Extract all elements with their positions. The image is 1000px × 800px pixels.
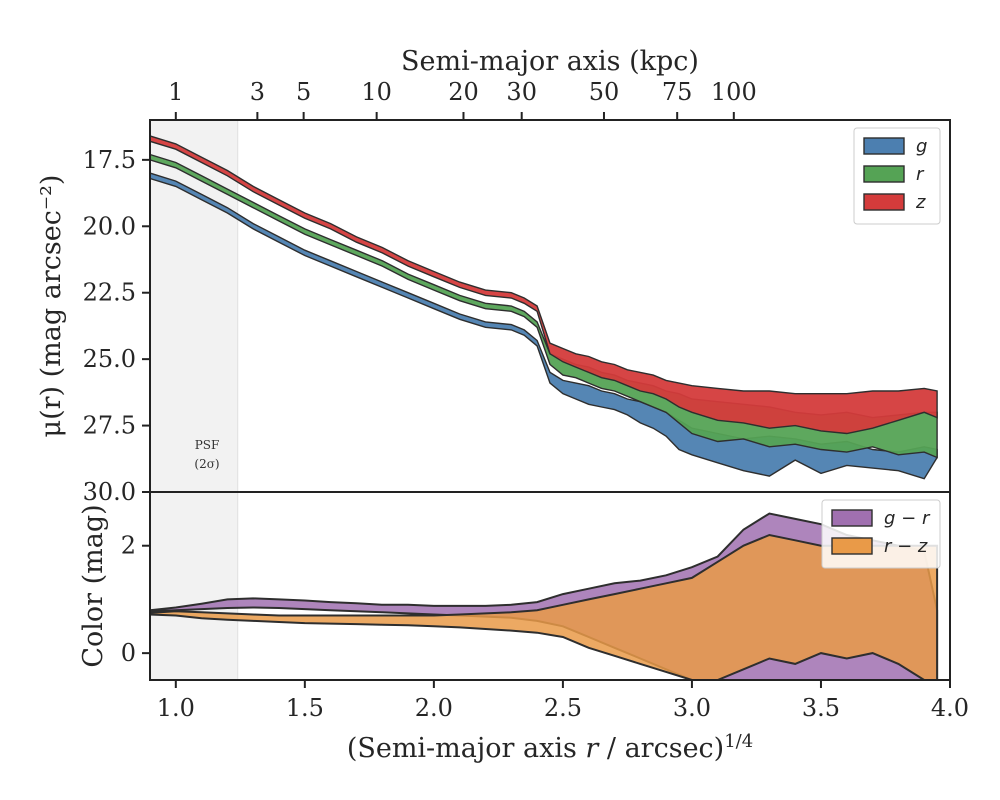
- bottom-x-tick-label-6: 4.0: [931, 694, 969, 722]
- bottom-y-axis-title: Color (mag): [78, 504, 109, 667]
- psf-region-bottom: [150, 492, 238, 680]
- top-y-axis-title: μ(r) (mag arcsec⁻²): [36, 175, 67, 438]
- kpc-tick-label-8: 100: [711, 78, 757, 106]
- bottom-legend-swatch-0: [831, 509, 873, 527]
- bottom-legend-label-0: g − r: [884, 508, 931, 529]
- bottom-x-tick-label-2: 2.0: [415, 694, 453, 722]
- bottom-x-ticks: 1.0 1.5 2.0 2.5 3.0 3.5 4.0: [157, 680, 969, 722]
- kpc-ticks: 1 3 5 10 20 30 50 75 100: [168, 78, 757, 120]
- bottom-x-tick-label-5: 3.5: [802, 694, 840, 722]
- bottom-y-ticks: 02: [121, 532, 150, 667]
- bottom-x-axis-title: (Semi-major axis r / arcsec)1/4: [347, 731, 753, 764]
- top-y-tick-label-3: 25.0: [83, 345, 136, 373]
- kpc-tick-label-5: 30: [506, 78, 537, 106]
- top-series-group: [149, 134, 938, 480]
- kpc-tick-label-1: 3: [250, 78, 265, 106]
- psf-label-line1: PSF: [195, 438, 220, 452]
- top-panel: 17.5 20.0 22.5 25.0 27.5 30.0 1 3 5 10 20 30 50 75 10…: [36, 46, 951, 506]
- top-legend-swatch-2: [863, 193, 905, 211]
- top-legend-label-1: r: [916, 164, 925, 185]
- bottom-panel: 02 1.0 1.5 2.0 2.5 3.0 3.5 4.0 (Semi-major axi…: [78, 491, 969, 764]
- top-y-ticks: 17.5 20.0 22.5 25.0 27.5 30.0: [83, 146, 150, 506]
- kpc-tick-label-4: 20: [448, 78, 479, 106]
- bottom-legend: g − r r − z: [821, 499, 941, 569]
- kpc-tick-label-6: 50: [589, 78, 620, 106]
- kpc-tick-label-3: 10: [361, 78, 392, 106]
- bottom-x-tick-label-4: 3.0: [673, 694, 711, 722]
- kpc-tick-label-2: 5: [296, 78, 311, 106]
- top-legend-swatch-0: [863, 137, 905, 155]
- kpc-tick-label-0: 1: [168, 78, 183, 106]
- bottom-y-tick-label-0: 0: [121, 639, 136, 667]
- top-legend-label-0: g: [916, 136, 927, 157]
- top-y-tick-label-4: 27.5: [83, 412, 136, 440]
- bottom-x-tick-label-3: 2.5: [544, 694, 582, 722]
- bottom-series-group: [149, 512, 939, 681]
- bottom-x-tick-label-1: 1.5: [286, 694, 324, 722]
- top-y-tick-label-2: 22.5: [83, 279, 136, 307]
- bottom-y-tick-label-1: 2: [121, 532, 136, 560]
- top-legend-label-2: z: [915, 192, 926, 213]
- top-x-axis-title: Semi-major axis (kpc): [401, 46, 699, 77]
- psf-label-line2: (2σ): [194, 457, 219, 471]
- top-band-2: [149, 134, 938, 435]
- top-legend-swatch-1: [863, 165, 905, 183]
- top-legend: grz: [853, 127, 941, 225]
- bottom-legend-swatch-1: [831, 537, 873, 555]
- bottom-panel-frame: [149, 491, 951, 681]
- kpc-tick-label-7: 75: [662, 78, 693, 106]
- bottom-legend-label-1: r − z: [884, 536, 928, 557]
- top-y-tick-label-0: 17.5: [83, 146, 136, 174]
- bottom-x-tick-label-0: 1.0: [157, 694, 195, 722]
- top-y-tick-label-1: 20.0: [83, 212, 136, 240]
- top-y-tick-label-5: 30.0: [83, 478, 136, 506]
